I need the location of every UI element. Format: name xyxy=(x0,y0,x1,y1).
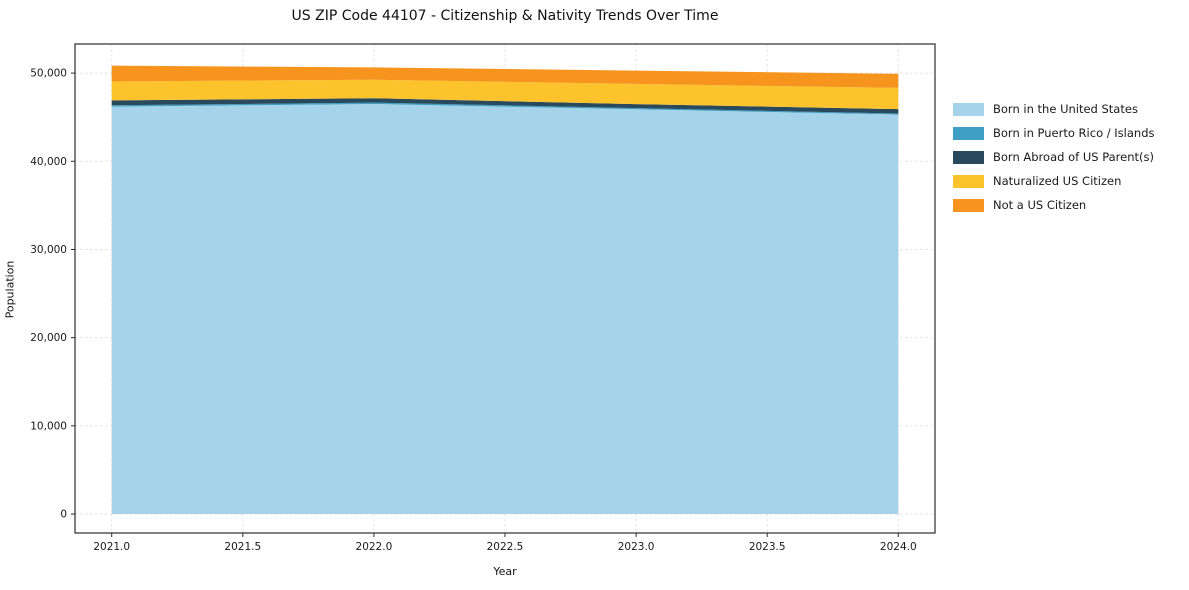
legend-item: Naturalized US Citizen xyxy=(953,169,1155,193)
legend-item: Born in the United States xyxy=(953,97,1155,121)
legend-swatch xyxy=(953,174,984,188)
svg-text:2022.0: 2022.0 xyxy=(356,541,393,553)
svg-text:2022.5: 2022.5 xyxy=(487,541,524,553)
legend-label: Born in Puerto Rico / Islands xyxy=(993,126,1155,140)
svg-text:0: 0 xyxy=(60,509,67,521)
legend-item: Born in Puerto Rico / Islands xyxy=(953,121,1155,145)
legend-item: Born Abroad of US Parent(s) xyxy=(953,145,1155,169)
y-axis-label: Population xyxy=(3,260,17,319)
legend-label: Naturalized US Citizen xyxy=(993,174,1122,188)
legend-swatch xyxy=(953,126,984,140)
svg-text:40,000: 40,000 xyxy=(30,156,67,168)
svg-text:2023.5: 2023.5 xyxy=(749,541,786,553)
legend-item: Not a US Citizen xyxy=(953,193,1155,217)
svg-text:50,000: 50,000 xyxy=(30,68,67,80)
legend-label: Not a US Citizen xyxy=(993,198,1087,212)
legend-label: Born in the United States xyxy=(993,102,1138,116)
legend-swatch xyxy=(953,150,984,164)
legend: Born in the United States Born in Puerto… xyxy=(953,97,1155,217)
svg-text:2021.0: 2021.0 xyxy=(93,541,130,553)
x-axis-label: Year xyxy=(493,565,517,578)
chart-title: US ZIP Code 44107 - Citizenship & Nativi… xyxy=(291,8,719,24)
svg-text:2024.0: 2024.0 xyxy=(880,541,917,553)
svg-text:2021.5: 2021.5 xyxy=(224,541,261,553)
legend-label: Born Abroad of US Parent(s) xyxy=(993,150,1154,164)
svg-text:10,000: 10,000 xyxy=(30,420,67,432)
svg-text:20,000: 20,000 xyxy=(30,332,67,344)
legend-swatch xyxy=(953,102,984,116)
svg-text:2023.0: 2023.0 xyxy=(618,541,655,553)
svg-text:30,000: 30,000 xyxy=(30,244,67,256)
legend-swatch xyxy=(953,198,984,212)
